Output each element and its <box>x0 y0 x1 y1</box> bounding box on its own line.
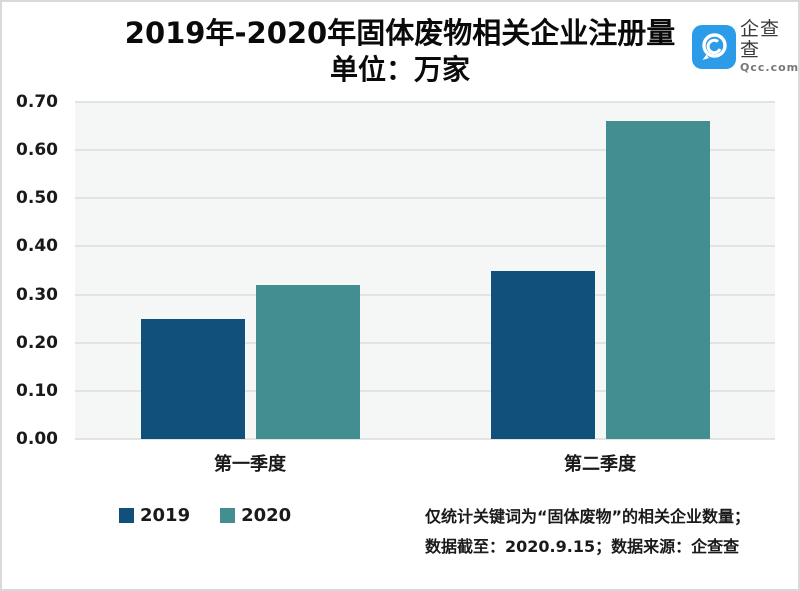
y-axis-tick-label: 0.20 <box>16 332 58 353</box>
gridline <box>75 293 775 296</box>
qcc-logo-text: 企查查 Qcc.com <box>740 18 800 75</box>
bar-group-1 <box>75 102 425 439</box>
y-axis-tick-label: 0.40 <box>16 236 58 257</box>
plot-area <box>75 101 775 440</box>
legend: 2019 2020 <box>119 505 291 526</box>
qcc-logo-icon <box>692 24 736 69</box>
footnote-line2: 数据截至：2020.9.15；数据来源：企查查 <box>425 537 740 556</box>
y-axis: 0.00 0.10 0.20 0.30 0.40 0.50 0.60 0.70 <box>2 92 58 449</box>
x-axis-label-2: 第二季度 <box>564 454 636 475</box>
legend-item-2020: 2020 <box>220 505 291 526</box>
bar-groups <box>75 102 775 439</box>
legend-label-2019: 2019 <box>140 505 191 526</box>
chart-subtitle: 单位：万家 <box>329 53 470 86</box>
chart-title: 2019年-2020年固体废物相关企业注册量 <box>124 16 676 50</box>
bar-group-2 <box>425 102 775 439</box>
qcc-logo: 企查查 Qcc.com <box>692 19 798 74</box>
y-axis-tick-label: 0.10 <box>16 380 58 401</box>
qcc-logo-domain: Qcc.com <box>740 61 800 74</box>
gridline <box>75 245 775 248</box>
y-axis-tick-label: 0.50 <box>16 188 58 209</box>
legend-swatch-2020 <box>220 508 236 523</box>
chart-header: 2019年-2020年固体废物相关企业注册量 单位：万家 企查查 Qcc.com <box>2 2 798 87</box>
gridline <box>75 101 775 103</box>
gridline <box>75 438 775 440</box>
gridline <box>75 389 775 392</box>
qcc-logo-name: 企查查 <box>740 18 781 61</box>
x-axis: 第一季度 第二季度 <box>2 439 798 476</box>
bar-2019-第二季度 <box>490 270 595 439</box>
y-axis-tick-label: 0.70 <box>16 92 58 112</box>
bar-2020-第二季度 <box>605 121 710 439</box>
gridline <box>75 197 775 200</box>
x-axis-label-1: 第一季度 <box>214 454 286 475</box>
y-axis-tick-label: 0.60 <box>16 140 58 161</box>
legend-swatch-2019 <box>119 508 134 523</box>
footnote: 仅统计关键词为“固体废物”的相关企业数量； 数据截至：2020.9.15；数据来… <box>425 502 788 562</box>
legend-item-2019: 2019 <box>119 505 190 526</box>
y-axis-tick-label: 0.00 <box>16 429 58 449</box>
bar-chart: 0.00 0.10 0.20 0.30 0.40 0.50 0.60 0.70 <box>2 92 798 449</box>
bottom-row: 2019 2020 仅统计关键词为“固体废物”的相关企业数量； 数据截至：202… <box>2 502 798 572</box>
footnote-line1: 仅统计关键词为“固体废物”的相关企业数量； <box>425 507 751 526</box>
gridline <box>75 341 775 344</box>
gridline <box>75 149 775 152</box>
x-axis-labels: 第一季度 第二季度 <box>75 439 775 476</box>
y-axis-tick-label: 0.30 <box>16 284 58 305</box>
bar-2019-第一季度 <box>140 318 245 439</box>
bar-2020-第一季度 <box>255 284 360 439</box>
legend-label-2020: 2020 <box>241 505 292 526</box>
